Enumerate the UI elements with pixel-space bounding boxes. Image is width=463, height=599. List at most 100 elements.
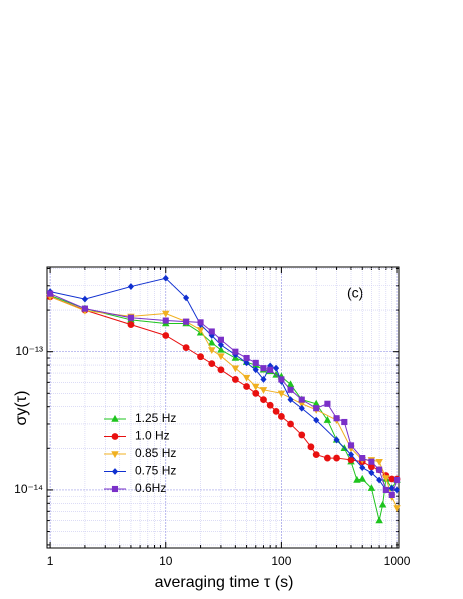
marker	[260, 376, 267, 383]
marker	[298, 404, 305, 412]
marker	[324, 400, 331, 407]
marker	[375, 458, 383, 466]
marker	[287, 386, 294, 393]
marker	[393, 476, 401, 484]
marker	[333, 415, 340, 422]
marker	[162, 310, 170, 318]
marker	[307, 443, 315, 451]
marker	[162, 274, 169, 282]
marker	[287, 396, 294, 404]
y-tick-label: 10⁻¹⁴	[14, 482, 43, 496]
legend-label: 0.6Hz	[135, 481, 166, 495]
marker	[260, 396, 267, 404]
marker	[111, 414, 119, 422]
marker	[382, 486, 389, 493]
series-line	[49, 295, 398, 521]
marker	[208, 328, 215, 335]
marker	[217, 345, 225, 353]
marker	[252, 389, 260, 397]
marker	[358, 474, 366, 482]
marker	[127, 314, 134, 321]
marker	[277, 413, 285, 420]
legend-label: 1.25 Hz	[135, 411, 176, 425]
plot-frame	[46, 266, 400, 549]
marker	[388, 475, 396, 483]
marker	[259, 387, 268, 394]
marker	[127, 283, 134, 290]
marker	[111, 433, 119, 440]
marker	[378, 500, 387, 508]
marker	[208, 360, 216, 368]
marker	[217, 341, 224, 349]
marker	[111, 485, 119, 493]
marker	[388, 491, 395, 498]
marker	[393, 505, 401, 513]
legend-label: 0.75 Hz	[135, 464, 176, 478]
x-tick-label: 1000	[384, 554, 411, 568]
marker	[243, 354, 250, 362]
marker	[324, 454, 331, 462]
marker	[111, 468, 119, 475]
marker	[341, 418, 348, 426]
marker	[313, 416, 320, 424]
marker	[353, 475, 361, 483]
marker	[266, 401, 274, 409]
y-tick-label: 10⁻¹³	[15, 344, 43, 358]
marker	[243, 383, 250, 390]
marker	[312, 399, 320, 407]
marker	[333, 436, 340, 444]
marker	[217, 353, 225, 361]
marker	[183, 294, 190, 302]
series-line	[49, 296, 398, 480]
marker	[368, 458, 375, 465]
x-tick-label: 1	[47, 554, 54, 568]
marker	[183, 318, 190, 325]
marker	[162, 332, 170, 339]
marker	[323, 416, 332, 423]
marker	[252, 359, 259, 366]
marker	[267, 366, 274, 373]
marker	[217, 336, 224, 343]
marker	[231, 376, 239, 383]
marker	[111, 451, 119, 459]
marker	[333, 454, 340, 462]
marker	[81, 305, 88, 312]
marker	[382, 475, 390, 483]
marker	[376, 476, 383, 484]
marker	[298, 396, 305, 403]
legend: 1.25 Hz 1.0 Hz 0.85 Hz 0.75 Hz 0.6Hz	[104, 411, 176, 495]
marker	[298, 431, 306, 439]
marker	[232, 348, 239, 355]
marker	[375, 516, 383, 524]
marker	[260, 365, 267, 372]
marker	[277, 390, 286, 398]
marker	[208, 338, 216, 346]
marker	[347, 456, 355, 464]
marker	[376, 466, 383, 473]
marker	[47, 290, 54, 297]
marker	[368, 469, 375, 477]
marker	[312, 451, 320, 459]
marker	[273, 364, 280, 372]
marker	[196, 327, 205, 334]
marker	[298, 401, 306, 408]
series-line	[49, 296, 398, 509]
marker	[81, 295, 88, 303]
marker	[347, 451, 355, 459]
marker	[162, 317, 169, 324]
marker	[197, 319, 204, 326]
marker	[127, 321, 135, 329]
marker	[393, 486, 401, 494]
marker	[208, 347, 216, 355]
marker	[252, 366, 259, 374]
series-line	[49, 293, 398, 496]
marker	[197, 353, 204, 361]
marker	[242, 374, 251, 382]
x-tick-label: 100	[271, 554, 291, 568]
x-axis-label: averaging time τ (s)	[155, 574, 294, 591]
marker	[313, 405, 320, 412]
marker	[367, 463, 375, 471]
marker	[359, 464, 366, 472]
marker	[231, 365, 240, 373]
